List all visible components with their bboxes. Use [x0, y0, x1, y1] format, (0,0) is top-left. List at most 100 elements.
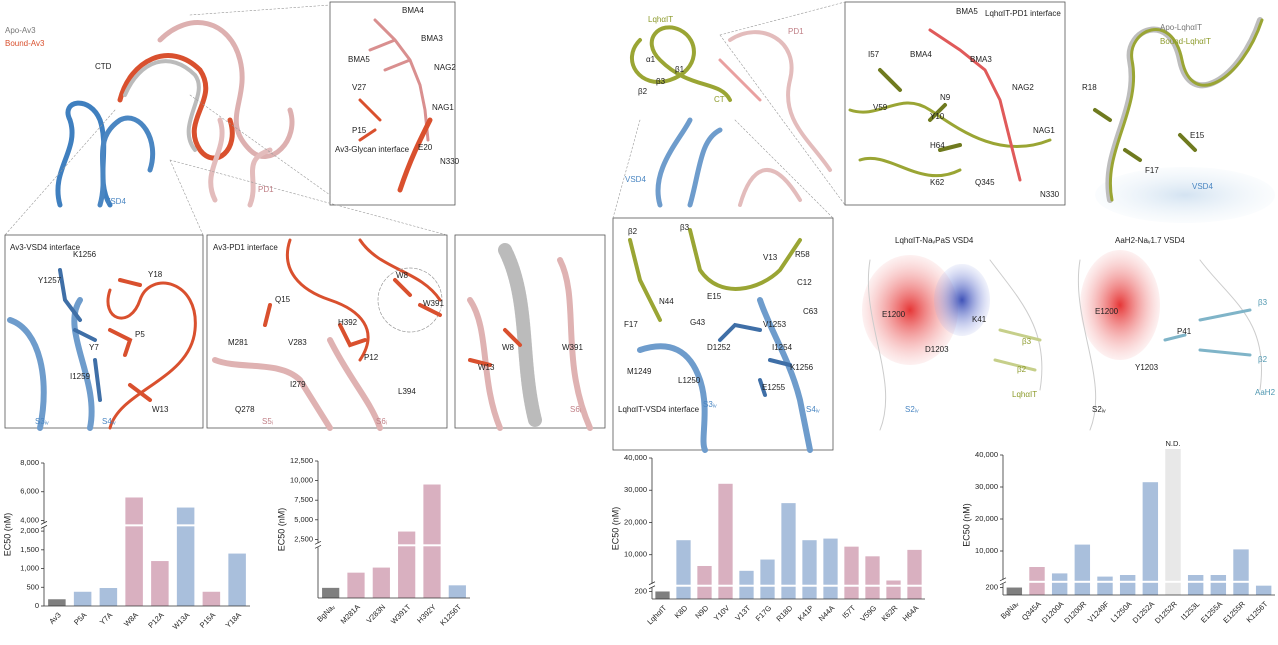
bar [697, 565, 712, 599]
panel-label: α1 [646, 55, 656, 64]
y-tick-label: 500 [26, 582, 39, 591]
structure-art [4, 1, 1275, 453]
y-axis-title: EC50 (nM) [2, 513, 12, 557]
panel-label: Y10 [930, 112, 945, 121]
panel-label: P15 [352, 126, 367, 135]
y-tick-label: 30,000 [975, 482, 998, 491]
panel-label: K41 [972, 315, 987, 324]
x-tick-label: W13A [171, 610, 192, 631]
panel-label: LqhαIT-PD1 interface [985, 9, 1061, 18]
panel-label: N330 [1040, 190, 1060, 199]
bar [760, 559, 775, 599]
panel-label: Bound-LqhαIT [1160, 37, 1211, 46]
panel-label: F17 [1145, 166, 1159, 175]
x-tick-label: W8A [122, 610, 140, 628]
x-tick-label: E1255R [1221, 599, 1247, 625]
x-tick-label: V283N [365, 602, 388, 625]
axis-break [999, 577, 1007, 586]
annotation: N.D. [1166, 439, 1181, 448]
bar [228, 553, 246, 606]
bar [151, 561, 169, 606]
panel-label: Apo-LqhαIT [1160, 23, 1202, 32]
x-tick-label: D1252A [1131, 599, 1157, 625]
panel-label: NAG1 [432, 103, 454, 112]
panel-label: Apo-Av3 [5, 26, 36, 35]
y-tick-label: 1,000 [20, 564, 39, 573]
y-tick-label: 10,000 [975, 546, 998, 555]
panel-label: S4ᵢᵥ [806, 405, 820, 414]
panel-label: AaH2 [1255, 388, 1276, 397]
panel-label: BMA5 [348, 55, 370, 64]
panel-label: Av3-PD1 interface [213, 243, 278, 252]
bar-chart: BgNaᵥ M281A V283N W391T H392Y K1256T 2,500 5,00… [276, 456, 471, 627]
y-tick-label: 4,000 [20, 515, 39, 524]
panel-label: V283 [288, 338, 307, 347]
panel-label: C12 [797, 278, 812, 287]
panel-label: R58 [795, 250, 810, 259]
x-tick-label: H392Y [415, 602, 438, 625]
axis-break [40, 520, 48, 529]
panel-label: VSD4 [1192, 182, 1213, 191]
panel-labels: Apo-Av3 Bound-Av3 CTD VSD4 PD1 BMA4 BMA5 BMA3 NA… [5, 6, 1276, 426]
panel-label: VSD4 [625, 175, 646, 184]
panel-label: L1250 [678, 376, 701, 385]
x-tick-label: Y7A [98, 610, 114, 626]
panel-label: W391 [562, 343, 583, 352]
bar [448, 585, 466, 598]
panel-label: NAG2 [434, 63, 456, 72]
panel-label: S6ᵢ [570, 405, 581, 414]
panel-label: Y18 [148, 270, 163, 279]
panel-label: W8 [396, 271, 409, 280]
panel-label: S4ᵢᵥ [102, 417, 116, 426]
panel-label: LqhαIT-VSD4 interface [618, 405, 700, 414]
nd-bar [1165, 449, 1181, 595]
bar [1074, 544, 1091, 595]
panel-label: β2 [1258, 355, 1268, 364]
panel-label: V59 [873, 103, 888, 112]
x-tick-label: D1200R [1062, 599, 1088, 625]
bar [1187, 575, 1204, 595]
panel-label: LqhαIT-NaᵥPaS VSD4 [895, 236, 974, 245]
bar [322, 587, 340, 598]
x-tick-label: L1250A [1109, 599, 1134, 624]
panel-label: BMA5 [956, 7, 978, 16]
y-tick-label: 10,000 [290, 476, 313, 485]
bar [1119, 575, 1136, 595]
panel-label: W13 [152, 405, 169, 414]
x-tick-label: D1252R [1153, 599, 1179, 625]
x-tick-label: P12A [146, 610, 165, 629]
panel-label: β2 [638, 87, 648, 96]
y-tick-label: 200 [634, 586, 647, 595]
panel-label: LqhαIT [648, 15, 673, 24]
panel-label: E1255 [762, 383, 786, 392]
panel-label: BMA4 [402, 6, 424, 15]
panel-label: D1252 [707, 343, 731, 352]
panel-label: β3 [1022, 337, 1032, 346]
y-tick-label: 1,500 [20, 545, 39, 554]
x-tick-label: M281A [339, 602, 362, 625]
x-tick-label: P5A [72, 610, 88, 626]
y-axis-title: EC50 (nM) [961, 503, 971, 547]
y-tick-label: 0 [35, 601, 39, 610]
panel-label: S6ᵢ [376, 417, 387, 426]
x-tick-label: D1200A [1040, 599, 1066, 625]
y-tick-label: 200 [985, 583, 998, 592]
bar [655, 591, 670, 599]
x-tick-label: LqhαIT [645, 603, 668, 626]
panel-label: Bound-Av3 [5, 39, 45, 48]
bar [907, 549, 922, 599]
panel-label: S2ᵢᵥ [905, 405, 919, 414]
bar [676, 540, 691, 599]
panel-label: β3 [1258, 298, 1268, 307]
panel-label: W391 [423, 299, 444, 308]
panel-label: Y1257 [38, 276, 62, 285]
y-tick-label: 40,000 [624, 453, 647, 462]
bar [99, 588, 118, 606]
axis-break [314, 540, 322, 549]
x-tick-label: P15A [198, 610, 217, 629]
panel-label: LqhαIT [1012, 390, 1037, 399]
panel-label: V1253 [763, 320, 787, 329]
panel-label: H392 [338, 318, 358, 327]
panel-label: M281 [228, 338, 249, 347]
panel-label: K1256 [73, 250, 97, 259]
